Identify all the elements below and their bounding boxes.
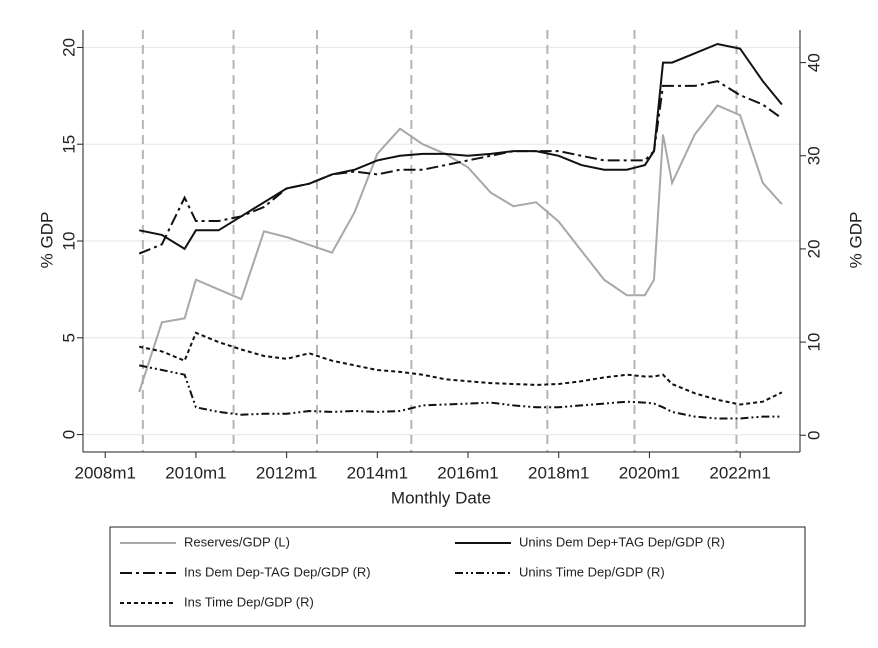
y2-tick-label: 0	[804, 430, 823, 439]
legend-label: Ins Time Dep/GDP (R)	[184, 594, 314, 609]
legend-label: Ins Dem Dep-TAG Dep/GDP (R)	[184, 564, 371, 579]
y-tick-label: 15	[59, 135, 78, 154]
legend-label: Unins Time Dep/GDP (R)	[519, 564, 665, 579]
series-line	[139, 42, 783, 251]
series-line	[138, 104, 783, 393]
y-tick-label: 5	[59, 333, 78, 342]
x-tick-label: 2020m1	[619, 463, 680, 482]
y-tick-label: 10	[59, 232, 78, 251]
y2-tick-label: 10	[804, 333, 823, 352]
y2-axis-label: % GDP	[846, 212, 865, 269]
x-tick-label: 2010m1	[165, 463, 226, 482]
x-tick-label: 2016m1	[437, 463, 498, 482]
legend: Reserves/GDP (L) Unins Dem Dep+TAG Dep/GD…	[120, 534, 725, 609]
series-line	[138, 80, 783, 255]
y-tick-label: 20	[59, 38, 78, 57]
x-tick-label: 2008m1	[75, 463, 136, 482]
y-axis-label: % GDP	[37, 212, 56, 269]
legend-label: Reserves/GDP (L)	[184, 534, 290, 549]
y-tick-label: 0	[59, 430, 78, 439]
x-tick-label: 2014m1	[347, 463, 408, 482]
series-line	[139, 364, 782, 420]
y2-tick-label: 30	[804, 146, 823, 165]
x-tick-label: 2018m1	[528, 463, 589, 482]
x-axis-label: Monthly Date	[391, 488, 491, 507]
x-tick-label: 2012m1	[256, 463, 317, 482]
y2-tick-label: 20	[804, 239, 823, 258]
legend-label: Unins Dem Dep+TAG Dep/GDP (R)	[519, 534, 725, 549]
y2-tick-label: 40	[804, 53, 823, 72]
x-tick-label: 2022m1	[709, 463, 770, 482]
